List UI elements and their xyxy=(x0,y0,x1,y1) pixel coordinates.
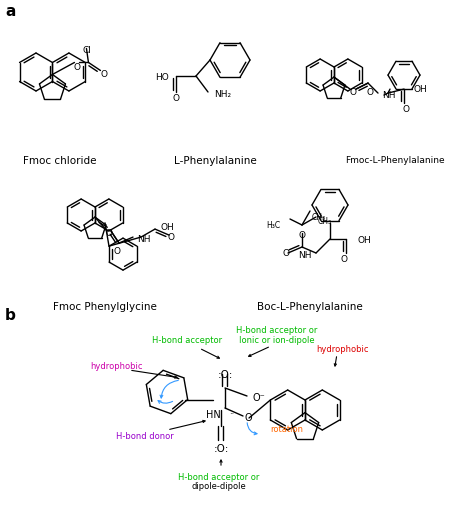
Text: O: O xyxy=(340,255,347,264)
Text: HO: HO xyxy=(155,73,169,82)
Text: NH: NH xyxy=(137,235,151,244)
Text: OH: OH xyxy=(161,223,175,232)
Text: OH: OH xyxy=(358,236,372,245)
Text: rotation: rotation xyxy=(270,425,303,434)
Text: H-bond acceptor or
Ionic or ion-dipole: H-bond acceptor or Ionic or ion-dipole xyxy=(237,326,318,346)
Text: O: O xyxy=(106,229,112,238)
Text: Cl: Cl xyxy=(82,47,91,55)
Text: O⁻: O⁻ xyxy=(253,393,266,403)
Text: NH₂: NH₂ xyxy=(214,90,231,99)
Text: OH: OH xyxy=(414,85,428,94)
Text: O: O xyxy=(113,247,120,256)
Text: L-Phenylalanine: L-Phenylalanine xyxy=(173,156,256,166)
Text: CH₃: CH₃ xyxy=(312,213,326,222)
Text: H₃C: H₃C xyxy=(266,221,280,230)
Text: Fmoc Phenylglycine: Fmoc Phenylglycine xyxy=(53,302,157,312)
Text: CH₃: CH₃ xyxy=(318,217,332,226)
Text: :O:: :O: xyxy=(213,444,228,454)
Text: O: O xyxy=(349,88,356,97)
Text: Fmoc chloride: Fmoc chloride xyxy=(23,156,97,166)
Text: dipole-dipole: dipole-dipole xyxy=(191,482,246,491)
Text: H-bond acceptor or: H-bond acceptor or xyxy=(178,473,260,482)
Text: Boc-L-Phenylalanine: Boc-L-Phenylalanine xyxy=(257,302,363,312)
Text: NH: NH xyxy=(299,251,312,260)
Text: NH: NH xyxy=(382,91,395,100)
Text: O: O xyxy=(283,249,290,258)
Text: :O:: :O: xyxy=(217,370,233,380)
Text: O: O xyxy=(74,64,81,73)
Text: b: b xyxy=(5,308,16,323)
Text: ··: ·· xyxy=(229,410,234,419)
Text: O: O xyxy=(245,413,253,423)
Text: H-bond donor: H-bond donor xyxy=(116,432,174,441)
Text: H-bond acceptor: H-bond acceptor xyxy=(152,336,222,345)
Text: O: O xyxy=(173,94,180,103)
Text: O: O xyxy=(366,88,374,97)
Text: HN: HN xyxy=(206,410,221,420)
Text: hydrophobic: hydrophobic xyxy=(91,362,143,371)
Text: a: a xyxy=(5,4,15,19)
Text: Fmoc-L-Phenylalanine: Fmoc-L-Phenylalanine xyxy=(345,156,445,165)
Text: O: O xyxy=(402,105,410,114)
Text: O: O xyxy=(167,233,174,242)
Text: O: O xyxy=(299,231,306,240)
Text: hydrophobic: hydrophobic xyxy=(317,345,369,354)
Text: O: O xyxy=(101,70,108,79)
